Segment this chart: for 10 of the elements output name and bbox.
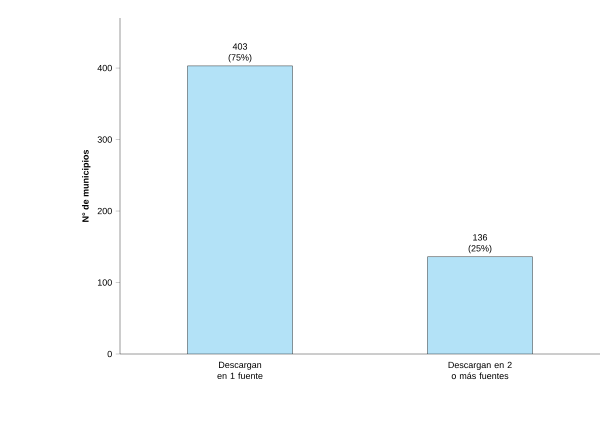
x-tick-label: Descargan en 1 fuente	[217, 362, 263, 379]
y-axis-title: N° de municipios	[82, 150, 90, 222]
y-tick-label: 200	[98, 208, 112, 214]
data-label: 403 (75%)	[228, 43, 252, 62]
y-tick-label: 300	[98, 136, 112, 143]
data-label: 136 (25%)	[468, 234, 492, 254]
y-tick-label: 400	[97, 64, 112, 72]
y-tick-label: 100	[98, 279, 112, 286]
x-tick-label: Descargan en 2 o más fuentes	[448, 362, 512, 380]
y-tick-label: 0	[108, 350, 112, 358]
